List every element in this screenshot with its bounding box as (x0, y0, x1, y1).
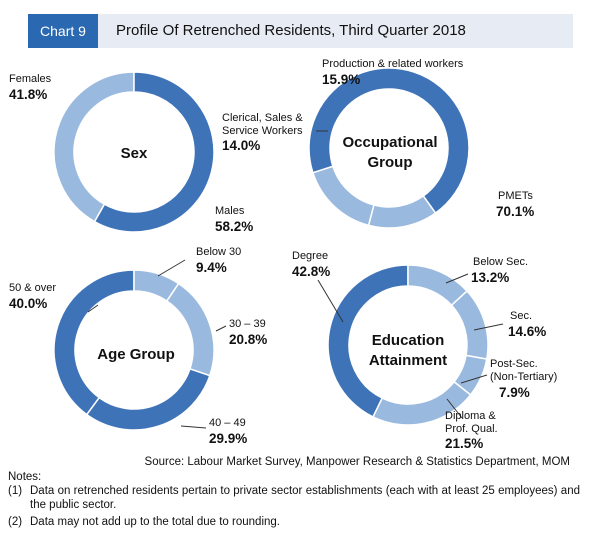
leader-line-below30 (157, 259, 186, 277)
slice-education-attainment-sec (450, 289, 489, 360)
leader-line-30-39 (215, 325, 227, 332)
leader-line-50-over (87, 304, 99, 313)
clerical-label-2: Service Workers (222, 125, 303, 137)
source-note: Source: Labour Market Survey, Manpower R… (144, 456, 570, 468)
pmets-label: PMETs (498, 190, 533, 202)
sec-label: Sec. (510, 310, 533, 322)
leader-line-40-49 (180, 425, 207, 429)
males-pct: 58.2% (215, 219, 254, 234)
slice-occupational-group-clerical-sales-service-workers (367, 194, 437, 229)
chart-number-tag: Chart 9 (28, 14, 98, 48)
note-1-number: (1) (8, 485, 23, 497)
notes-heading: Notes: (8, 471, 42, 483)
slice-sex-males (93, 71, 215, 233)
slice-education-attainment-below-sec (407, 264, 469, 307)
age40-49-label: 40 – 49 (209, 417, 246, 429)
age40-49-pct: 29.9% (209, 431, 248, 446)
note-2: (2) Data may not add up to the total due… (8, 515, 580, 529)
diploma-label-1: Diploma & (445, 410, 496, 422)
slice-age-group-30-39 (165, 282, 215, 377)
note-2-text: Data may not add up to the total due to … (30, 516, 280, 528)
age30-39-pct: 20.8% (229, 332, 268, 347)
note-1-text: Data on retrenched residents pertain to … (30, 485, 580, 511)
slice-age-group-40-49 (85, 367, 211, 431)
age50-over-label: 50 & over (9, 282, 57, 294)
slice-occupational-group-production-related-workers (311, 165, 375, 227)
leader-line-degree (317, 279, 344, 323)
leader-line-diploma (446, 398, 463, 419)
leader-line-below-sec (445, 273, 469, 284)
degree-pct: 42.8% (292, 264, 331, 279)
sex-center-label: Sex (120, 145, 148, 162)
slice-occupational-group-pmets (308, 67, 470, 215)
below30-label: Below 30 (196, 246, 242, 258)
education-center-label-2: Attainment (368, 352, 448, 369)
slice-age-group-50-over (53, 269, 135, 416)
clerical-pct: 14.0% (222, 138, 261, 153)
diploma-label-2: Prof. Qual. (445, 423, 498, 435)
females-pct: 41.8% (9, 87, 48, 102)
clerical-label-1: Clerical, Sales & (222, 112, 303, 124)
slice-age-group-below-30 (133, 269, 180, 303)
post-sec-label-2: (Non-Tertiary) (490, 371, 558, 383)
pmets-pct: 70.1% (496, 204, 535, 219)
notes-section: Notes: (1) Data on retrenched residents … (8, 470, 580, 529)
degree-label: Degree (292, 250, 329, 262)
chart-header: Chart 9 Profile Of Retrenched Residents,… (28, 14, 573, 48)
note-1: (1) Data on retrenched residents pertain… (8, 484, 580, 512)
education-center-label-1: Education (371, 332, 445, 349)
below30-pct: 9.4% (196, 260, 227, 275)
leader-lines (87, 130, 504, 429)
post-sec-label-1: Post-Sec. (490, 358, 538, 370)
age-center-label: Age Group (97, 346, 175, 363)
note-2-number: (2) (8, 516, 23, 528)
leader-line-post-sec (460, 374, 488, 384)
post-sec-pct: 7.9% (499, 385, 530, 400)
below-sec-label: Below Sec. (473, 256, 529, 268)
occupational-center-label-2: Group (367, 154, 413, 171)
production-pct: 15.9% (322, 72, 361, 87)
occupational-center-label-1: Occupational (342, 134, 438, 151)
chart-title: Profile Of Retrenched Residents, Third Q… (116, 22, 466, 39)
slice-education-attainment-post-sec-non-tertiary (453, 354, 488, 396)
males-label: Males (215, 205, 245, 217)
females-label: Females (9, 73, 52, 85)
below-sec-pct: 13.2% (471, 270, 510, 285)
sec-pct: 14.6% (508, 324, 547, 339)
diploma-pct: 21.5% (445, 436, 484, 451)
age50-over-pct: 40.0% (9, 296, 48, 311)
slice-education-attainment-diploma-prof-qual (372, 380, 472, 426)
production-label: Production & related workers (322, 58, 464, 70)
age30-39-label: 30 – 39 (229, 318, 266, 330)
leader-line-sec (473, 323, 504, 331)
